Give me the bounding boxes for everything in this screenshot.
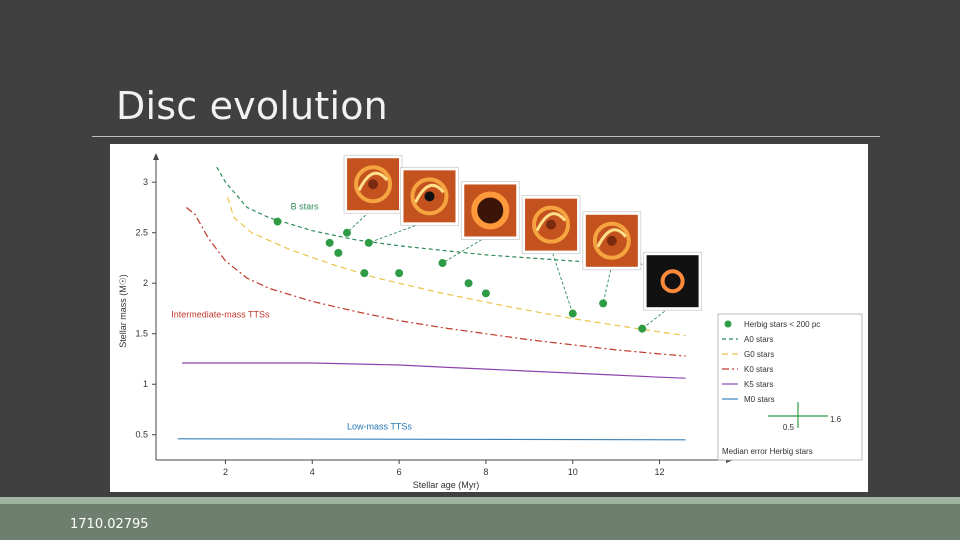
thumbnail-connector — [442, 234, 491, 264]
error-x-value: 1.6 — [830, 415, 842, 424]
legend-label: K5 stars — [744, 380, 773, 389]
herbig-star-point — [568, 309, 577, 318]
series-line-k5-stars — [182, 362, 686, 379]
region-label: Low-mass TTSs — [347, 422, 412, 432]
disc-image-ring — [592, 221, 631, 260]
legend-label: M0 stars — [744, 395, 775, 404]
herbig-star-point — [364, 238, 373, 247]
herbig-star-point — [464, 279, 473, 288]
y-axis-arrow — [153, 153, 159, 160]
y-tick-label: 0.5 — [135, 430, 148, 440]
x-tick-label: 4 — [310, 467, 315, 477]
x-tick-label: 2 — [223, 467, 228, 477]
legend-marker-herbig — [724, 320, 732, 328]
region-label: B stars — [291, 201, 320, 211]
series-line-m0-stars — [177, 438, 686, 441]
disc-image-ring — [532, 205, 571, 244]
legend-label: Herbig stars < 200 pc — [744, 320, 820, 329]
figure-panel: 2 4 6 8 10 12 0.5 1 1.5 2 2.5 3 Stellar age (Myr) Ste… — [110, 144, 868, 492]
arxiv-id: 1710.02795 — [70, 517, 149, 532]
disc-image-spiral-arm — [357, 171, 389, 191]
disc-image-ring — [471, 191, 510, 230]
disc-image-center — [424, 191, 435, 202]
x-tick-label: 6 — [397, 467, 402, 477]
thumbnail-connector — [550, 248, 574, 314]
x-tick-label: 10 — [568, 467, 578, 477]
herbig-star-point — [638, 324, 647, 333]
y-tick-label: 2.5 — [135, 228, 148, 238]
slide-title: Disc evolution — [116, 84, 388, 128]
disc-evolution-chart: 2 4 6 8 10 12 0.5 1 1.5 2 2.5 3 Stellar age (Myr) Ste… — [118, 153, 863, 490]
disc-image-ring — [354, 165, 393, 204]
thumbnail-connector — [602, 264, 613, 304]
herbig-star-point — [438, 259, 447, 268]
y-axis-label: Stellar mass (M☉) — [118, 274, 128, 348]
y-tick-label: 1 — [143, 379, 148, 389]
herbig-star-point — [481, 289, 490, 298]
disc-image-center — [546, 219, 557, 230]
series-line-a0-stars — [216, 166, 686, 267]
x-tick-label: 12 — [655, 467, 665, 477]
herbig-star-point — [599, 299, 608, 308]
y-tick-label: 3 — [143, 177, 148, 187]
y-tick-label: 1.5 — [135, 329, 148, 339]
x-axis-label: Stellar age (Myr) — [413, 480, 480, 490]
legend-box — [717, 313, 863, 461]
disc-image-center — [368, 179, 379, 190]
y-tick-label: 2 — [143, 278, 148, 288]
error-y-value: 0.5 — [783, 423, 795, 432]
footer-bar — [0, 504, 960, 540]
series-line-k0-stars — [186, 207, 686, 357]
herbig-star-point — [334, 248, 343, 257]
legend-label: A0 stars — [744, 335, 773, 344]
footer-accent — [0, 497, 960, 504]
disc-image-ring — [410, 177, 449, 216]
herbig-star-point — [343, 228, 352, 237]
herbig-star-point — [273, 217, 282, 226]
herbig-star-point — [395, 269, 404, 278]
legend-label: K0 stars — [744, 365, 773, 374]
x-tick-label: 8 — [483, 467, 488, 477]
disc-image-ring — [660, 269, 685, 294]
error-caption: Median error Herbig stars — [722, 447, 813, 456]
disc-image-spiral-arm — [596, 228, 627, 248]
legend-label: G0 stars — [744, 350, 774, 359]
title-divider — [92, 136, 880, 137]
region-label: Intermediate-mass TTSs — [171, 310, 270, 320]
disc-image-center — [606, 235, 617, 246]
disc-image-spiral-arm — [414, 183, 445, 204]
disc-image-spiral-arm — [535, 212, 567, 232]
herbig-star-point — [360, 269, 369, 278]
herbig-star-point — [325, 238, 334, 247]
